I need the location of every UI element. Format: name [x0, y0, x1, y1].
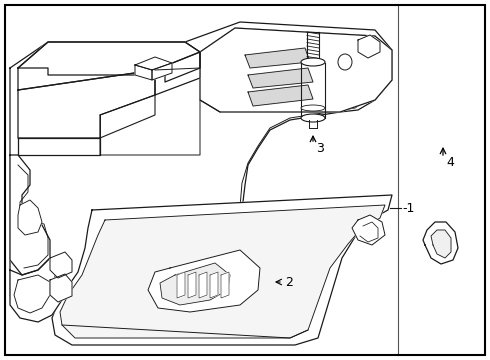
Ellipse shape [301, 58, 325, 66]
Polygon shape [210, 272, 218, 298]
Polygon shape [52, 195, 392, 345]
Polygon shape [245, 48, 310, 68]
Polygon shape [10, 258, 62, 322]
Polygon shape [50, 252, 72, 278]
Ellipse shape [338, 54, 352, 70]
Polygon shape [10, 155, 50, 275]
Polygon shape [177, 272, 185, 298]
Polygon shape [152, 63, 172, 80]
Text: -1: -1 [402, 202, 415, 215]
Ellipse shape [301, 105, 325, 111]
Text: 2: 2 [285, 275, 293, 288]
Polygon shape [200, 28, 392, 112]
Polygon shape [358, 35, 380, 58]
Polygon shape [352, 215, 385, 245]
Polygon shape [199, 272, 207, 298]
Polygon shape [155, 52, 200, 95]
Polygon shape [135, 57, 172, 70]
Polygon shape [18, 42, 200, 90]
Polygon shape [160, 263, 230, 305]
Polygon shape [18, 70, 155, 138]
Ellipse shape [301, 114, 325, 122]
Polygon shape [18, 138, 100, 155]
Polygon shape [10, 22, 392, 318]
Polygon shape [148, 250, 260, 312]
Polygon shape [221, 272, 229, 298]
Polygon shape [60, 205, 385, 338]
Polygon shape [423, 222, 458, 264]
Polygon shape [14, 275, 50, 313]
Polygon shape [50, 274, 72, 302]
Polygon shape [135, 65, 152, 80]
Polygon shape [248, 68, 313, 88]
Text: 4: 4 [446, 156, 454, 168]
Polygon shape [18, 200, 42, 235]
Polygon shape [188, 272, 196, 298]
Polygon shape [431, 230, 451, 258]
Polygon shape [248, 85, 313, 106]
Text: 3: 3 [316, 141, 324, 154]
Polygon shape [18, 42, 200, 82]
